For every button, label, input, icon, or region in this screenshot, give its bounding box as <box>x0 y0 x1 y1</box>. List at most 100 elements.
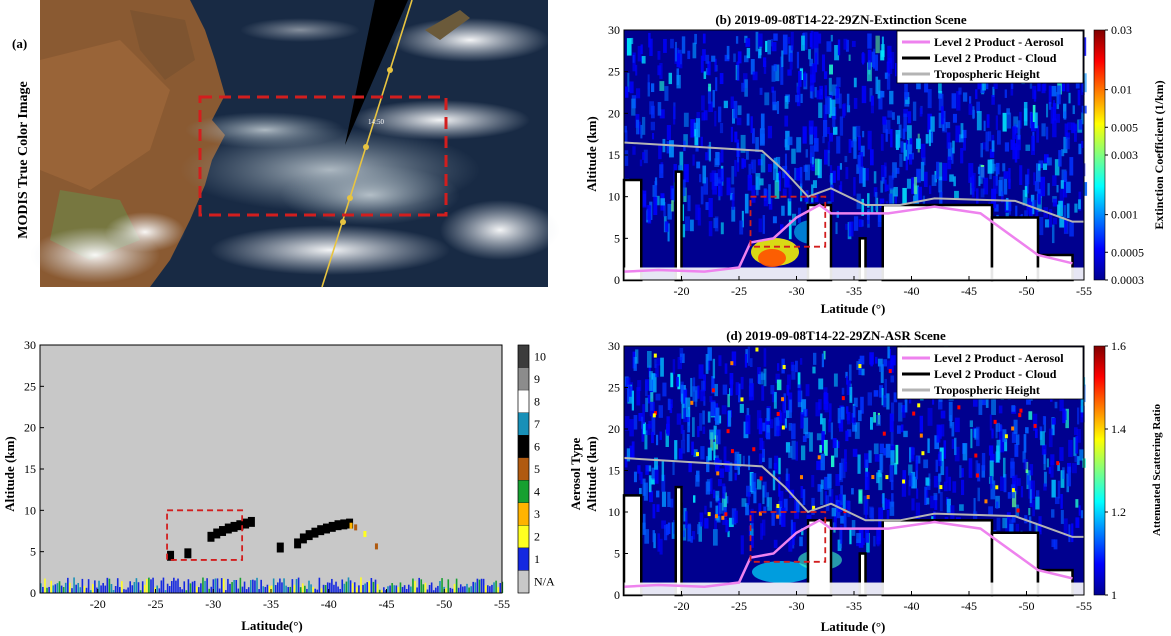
panel-d: (d) 2019-09-08T14-22-29ZN-ASR Scene Alti… <box>568 328 1163 634</box>
y-axis-label: Altitude (km) <box>2 436 17 511</box>
y-tick-label: 20 <box>24 421 36 435</box>
y-tick-label: 30 <box>24 338 36 352</box>
colorbar-tick-label: 7 <box>534 417 540 431</box>
colorbar-tick-label: N/A <box>534 575 555 589</box>
colorbar-swatch <box>517 389 530 413</box>
smoke-cell <box>311 527 319 538</box>
colorbar-tick-label: 0.0005 <box>1111 245 1144 259</box>
colorbar-swatch <box>517 457 530 481</box>
orbit-time-label: 14:50 <box>368 118 384 126</box>
smoke-cell <box>305 530 313 541</box>
x-tick-label: -55 <box>494 597 510 611</box>
x-tick-label: -25 <box>731 599 747 613</box>
x-axis-label: Latitude(°) <box>241 618 303 633</box>
smoke-cell <box>299 533 307 544</box>
y-tick-label: 15 <box>608 148 620 162</box>
plot-area <box>40 345 504 593</box>
y-tick-label: 5 <box>30 545 36 559</box>
legend: Level 2 Product - Aerosol Level 2 Produc… <box>896 346 1084 400</box>
colorbar-tick-label: 1.6 <box>1111 339 1126 353</box>
colorbar-swatch <box>517 502 530 526</box>
colorbar-tick-label: 0.03 <box>1111 23 1132 37</box>
x-tick-label: -50 <box>1019 284 1035 298</box>
y-tick-label: 25 <box>608 65 620 79</box>
side-type-label: Aerosol Type <box>568 437 583 510</box>
colorbar-tick-label: 1.4 <box>1111 422 1126 436</box>
x-tick-label: -20 <box>674 284 690 298</box>
colorbar-label: Extinction Coefficient (1/km) <box>1152 80 1166 229</box>
colorbar-tick-label: 0.001 <box>1111 208 1138 222</box>
colorbar-tick-label: 1.2 <box>1111 505 1126 519</box>
panel-b: (b) 2019-09-08T14-22-29ZN-Extinction Sce… <box>584 12 1166 316</box>
plot-area <box>622 30 1088 282</box>
colorbar-tick-label: 0.0003 <box>1111 273 1144 287</box>
y-tick-label: 5 <box>614 231 620 245</box>
y-tick-label: 0 <box>614 273 620 287</box>
colorbar-swatch <box>517 344 530 368</box>
no-data-wedge <box>345 0 408 145</box>
y-tick-label: 10 <box>608 190 620 204</box>
colorbar-tick-label: 2 <box>534 530 540 544</box>
x-tick-label: -50 <box>1019 599 1035 613</box>
colorbar: 10 9 8 7 6 5 4 3 2 1 N/A <box>517 344 555 594</box>
y-tick-label: 15 <box>608 464 620 478</box>
colorbar-tick-label: 9 <box>534 372 540 386</box>
x-axis-label: Latitude (°) <box>821 301 886 316</box>
legend-tropopause: Tropospheric Height <box>934 383 1040 397</box>
y-tick-label: 30 <box>608 339 620 353</box>
y-tick-label: 30 <box>608 23 620 37</box>
colorbar-tick-label: 1 <box>1111 588 1117 602</box>
y-axis-label: Altitude (km) <box>584 116 599 191</box>
smoke-cell <box>236 520 244 531</box>
y-tick-label: 25 <box>608 381 620 395</box>
x-tick-label: -40 <box>321 597 337 611</box>
colorbar-tick-label: 10 <box>534 349 546 363</box>
smoke-cell <box>207 531 215 542</box>
x-tick-label: -55 <box>1076 284 1092 298</box>
colorbar: 0.03 0.01 0.005 0.003 0.001 0.0005 0.0003 Exti… <box>1093 23 1166 287</box>
y-tick-label: 20 <box>608 422 620 436</box>
y-axis-label: Altitude (km) <box>584 436 599 511</box>
x-tick-label: -25 <box>148 597 164 611</box>
x-tick-label: -25 <box>731 284 747 298</box>
x-tick-label: -40 <box>904 599 920 613</box>
y-tick-label: 25 <box>24 379 36 393</box>
colorbar-swatch <box>517 367 530 391</box>
smoke-cell <box>242 518 250 529</box>
legend-cloud: Level 2 Product - Cloud <box>934 51 1057 65</box>
chart-title: (d) 2019-09-08T14-22-29ZN-ASR Scene <box>726 328 946 343</box>
legend: Level 2 Product - Aerosol Level 2 Produc… <box>896 30 1084 84</box>
x-tick-label: -35 <box>846 284 862 298</box>
smoke-cell <box>230 521 238 532</box>
y-tick-label: 0 <box>614 588 620 602</box>
x-tick-label: -35 <box>263 597 279 611</box>
x-tick-label: -35 <box>846 599 862 613</box>
colorbar-tick-label: 0.005 <box>1111 120 1138 134</box>
orbit-track <box>321 0 413 288</box>
colorbar-swatch <box>517 547 530 571</box>
smoke-cell <box>247 516 255 527</box>
colorbar-tick-label: 4 <box>534 485 540 499</box>
satellite-image: 14:50 <box>30 0 560 288</box>
legend-aerosol: Level 2 Product - Aerosol <box>934 35 1064 49</box>
x-tick-label: -40 <box>904 284 920 298</box>
smoke-cell <box>340 519 348 530</box>
smoke-cell <box>224 523 232 534</box>
legend-cloud: Level 2 Product - Cloud <box>934 367 1057 381</box>
smoke-cell <box>328 521 336 532</box>
smoke-cell <box>276 542 284 553</box>
x-tick-label: -55 <box>1076 599 1092 613</box>
colorbar-tick-label: 5 <box>534 462 540 476</box>
smoke-cell <box>317 525 325 536</box>
smoke-cell <box>294 538 302 549</box>
colorbar-tick-label: 3 <box>534 507 540 521</box>
colorbar-tick-label: 0.003 <box>1111 148 1138 162</box>
colorbar-swatch <box>517 570 530 594</box>
smoke-cell <box>334 520 342 531</box>
colorbar-label: Attenuated Scattering Ratio <box>1151 404 1163 536</box>
x-tick-label: -20 <box>674 599 690 613</box>
smoke-cell <box>322 523 330 534</box>
colorbar-tick-label: 8 <box>534 394 540 408</box>
y-tick-label: 0 <box>30 586 36 600</box>
y-tick-label: 5 <box>614 547 620 561</box>
